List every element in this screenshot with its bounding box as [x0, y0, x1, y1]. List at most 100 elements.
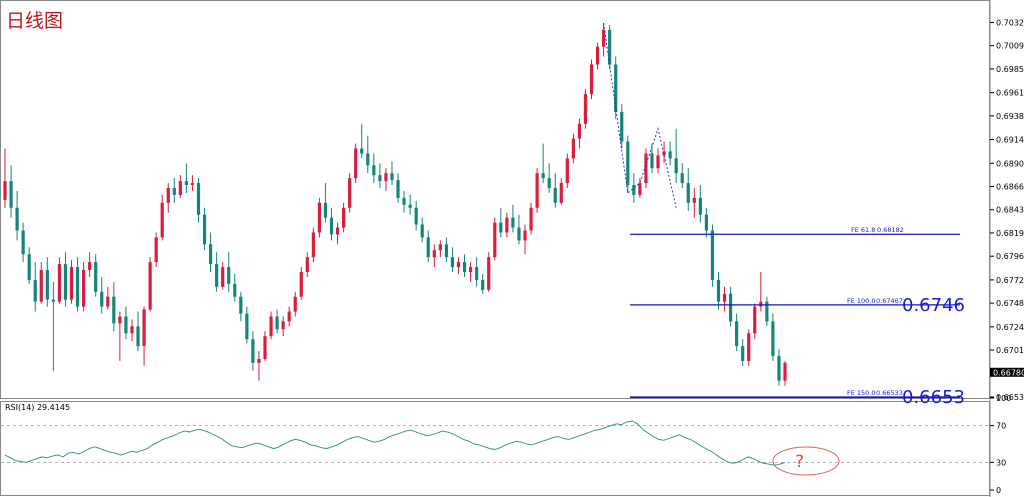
- candle-body: [396, 180, 400, 198]
- candle-body: [9, 181, 13, 208]
- candle-body: [456, 262, 461, 268]
- candle-body: [106, 296, 110, 307]
- candle-body: [614, 64, 618, 112]
- candle-body: [27, 254, 31, 280]
- candle-body: [33, 279, 37, 302]
- fe-150-value: 0.66533: [876, 389, 903, 397]
- candle-body: [94, 262, 98, 292]
- candle-body: [777, 355, 781, 381]
- candle-body: [263, 336, 267, 359]
- candle-body: [493, 222, 497, 258]
- fe-61-8-label: FE 61.8: [851, 226, 875, 234]
- candle-body: [202, 214, 207, 245]
- fe-100-value: 0.67467: [876, 297, 903, 305]
- candle-body: [728, 293, 733, 322]
- candlestick-series: [3, 22, 787, 386]
- fe-150-label: FE 150.0: [847, 389, 876, 397]
- candle-body: [124, 316, 128, 334]
- candle-body: [15, 207, 19, 231]
- candle-body: [221, 267, 225, 287]
- rsi-level-lines: [1, 425, 989, 463]
- candle-body: [638, 183, 642, 195]
- candle-body: [148, 262, 152, 310]
- rsi-tick-label: 100: [996, 394, 1011, 403]
- candle-body: [372, 165, 376, 176]
- candle-body: [765, 301, 769, 322]
- main-panel-frame: [0, 0, 990, 399]
- candle-body: [741, 346, 745, 361]
- candle-body: [184, 181, 188, 186]
- rsi-tick-label: 30: [996, 458, 1006, 467]
- candle-body: [63, 264, 68, 300]
- candle-body: [632, 185, 636, 195]
- candle-body: [529, 207, 533, 231]
- candle-body: [674, 158, 678, 174]
- rsi-line: [4, 420, 786, 466]
- rsi-question-ellipse: [772, 446, 840, 476]
- candle-body: [21, 230, 25, 255]
- candle-body: [722, 293, 727, 302]
- candle-body: [408, 204, 412, 208]
- candle-body: [384, 173, 388, 182]
- candle-body: [257, 358, 261, 363]
- candle-body: [160, 202, 164, 238]
- candle-body: [565, 158, 569, 184]
- candle-body: [269, 316, 273, 337]
- candle-body: [245, 313, 249, 340]
- candle-body: [698, 197, 702, 215]
- candle-body: [438, 244, 442, 251]
- price-tick-label: 0.70325: [996, 18, 1024, 27]
- fe-100-label: FE 100.0: [847, 297, 876, 305]
- candle-body: [136, 326, 140, 347]
- rsi-question-mark: ?: [795, 452, 804, 472]
- candle-body: [100, 291, 104, 307]
- candle-body: [82, 270, 86, 307]
- candle-body: [354, 148, 358, 179]
- candle-body: [680, 173, 684, 184]
- candle-body: [323, 202, 328, 218]
- candle-body: [704, 214, 708, 231]
- candle-body: [595, 46, 600, 65]
- candle-body: [329, 217, 334, 235]
- candle-body: [414, 207, 418, 225]
- candle-body: [215, 264, 219, 287]
- candle-body: [426, 237, 430, 258]
- candle-body: [444, 244, 448, 258]
- candle-body: [305, 257, 309, 272]
- candle-body: [686, 183, 690, 203]
- candle-body: [293, 296, 297, 312]
- candle-body: [233, 283, 237, 297]
- candle-body: [716, 279, 721, 302]
- rsi-panel-frame: [0, 401, 990, 496]
- candle-body: [208, 244, 213, 265]
- candle-body: [475, 267, 479, 280]
- candle-body: [759, 301, 763, 307]
- candle-body: [620, 111, 624, 142]
- rsi-axis: 100 70 30 0: [990, 394, 1011, 495]
- candle-body: [462, 262, 467, 272]
- candle-body: [311, 232, 315, 258]
- candle-body: [281, 321, 285, 330]
- candle-body: [69, 267, 74, 300]
- price-tick-label: 0.69615: [996, 89, 1024, 98]
- candle-body: [626, 141, 630, 186]
- candle-body: [650, 153, 654, 169]
- candle-body: [166, 188, 170, 203]
- candle-body: [662, 151, 666, 156]
- candle-body: [190, 183, 195, 186]
- candle-body: [668, 151, 672, 159]
- fe-100-big-label: 0.6746: [902, 295, 965, 316]
- price-tick-label: 0.68665: [996, 183, 1024, 192]
- candle-body: [251, 339, 255, 363]
- candle-body: [571, 138, 575, 159]
- fe-61-8-value: 0.68182: [877, 226, 904, 234]
- candle-body: [335, 227, 340, 235]
- price-tick-label: 0.67245: [996, 323, 1024, 332]
